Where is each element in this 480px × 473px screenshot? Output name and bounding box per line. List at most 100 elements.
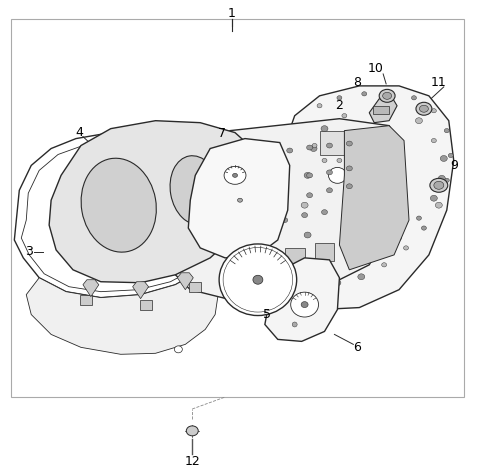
Ellipse shape [322,210,327,215]
Ellipse shape [374,252,381,258]
Bar [205,215,233,237]
Bar [285,248,305,266]
Polygon shape [339,126,409,270]
Ellipse shape [358,274,365,280]
Ellipse shape [313,278,318,282]
Ellipse shape [292,322,297,327]
Ellipse shape [347,141,352,146]
Ellipse shape [420,105,428,112]
Polygon shape [178,273,193,289]
Ellipse shape [304,172,311,178]
Ellipse shape [296,267,303,273]
Ellipse shape [440,156,447,161]
Ellipse shape [267,153,273,158]
Ellipse shape [287,148,293,153]
Text: 12: 12 [184,455,200,468]
Text: 2: 2 [336,99,343,112]
Bar [320,131,364,156]
Text: 6: 6 [353,341,361,354]
Ellipse shape [444,178,449,183]
Ellipse shape [238,198,242,202]
Polygon shape [153,156,195,245]
Ellipse shape [282,218,288,223]
Ellipse shape [416,102,432,115]
Polygon shape [26,268,218,354]
Ellipse shape [416,118,422,123]
Ellipse shape [307,173,312,178]
Text: 9: 9 [450,159,457,172]
Text: 1: 1 [228,7,236,20]
Ellipse shape [336,138,343,143]
Bar [80,295,92,305]
Ellipse shape [223,247,293,312]
Ellipse shape [232,174,238,177]
Ellipse shape [386,91,392,95]
Bar [189,282,201,292]
Ellipse shape [404,246,408,250]
Ellipse shape [432,139,436,143]
Ellipse shape [301,213,308,218]
Ellipse shape [186,426,198,436]
Ellipse shape [326,143,333,148]
Ellipse shape [372,143,377,148]
Ellipse shape [307,193,312,198]
Text: 7: 7 [218,127,226,140]
Text: 11: 11 [431,77,447,89]
Bar [222,208,250,230]
Ellipse shape [301,202,308,208]
Ellipse shape [174,346,182,353]
Ellipse shape [291,292,319,317]
Text: 5: 5 [263,308,271,321]
Ellipse shape [347,166,352,171]
Ellipse shape [321,126,328,131]
Ellipse shape [382,263,386,267]
Ellipse shape [448,153,453,158]
Ellipse shape [170,156,220,225]
Ellipse shape [310,146,317,151]
Ellipse shape [219,244,297,315]
Ellipse shape [352,263,357,267]
Ellipse shape [421,226,426,230]
Ellipse shape [396,236,402,240]
Ellipse shape [329,268,334,272]
Ellipse shape [81,158,156,252]
Polygon shape [170,119,399,299]
Text: 8: 8 [353,77,361,89]
Bar [314,243,335,261]
Bar [373,106,389,114]
Ellipse shape [431,195,437,201]
Ellipse shape [317,104,322,108]
Text: 10: 10 [367,62,383,76]
Ellipse shape [224,166,246,184]
Ellipse shape [379,89,395,102]
Ellipse shape [435,202,442,208]
Ellipse shape [342,114,347,118]
Ellipse shape [430,178,448,192]
Ellipse shape [312,143,317,148]
Polygon shape [49,121,260,283]
Polygon shape [188,139,290,258]
Ellipse shape [417,216,421,220]
Ellipse shape [432,109,436,113]
Ellipse shape [444,129,449,133]
Ellipse shape [326,188,333,193]
Ellipse shape [334,280,341,286]
Ellipse shape [438,175,445,181]
Ellipse shape [304,232,311,238]
Ellipse shape [434,181,444,189]
Ellipse shape [307,145,312,150]
Ellipse shape [322,158,327,163]
Ellipse shape [337,158,342,163]
Ellipse shape [337,96,342,100]
Polygon shape [285,86,454,309]
Ellipse shape [309,260,314,264]
Bar [12,19,464,397]
Polygon shape [369,96,397,123]
Ellipse shape [383,92,392,99]
Bar [255,255,275,273]
Polygon shape [83,280,99,297]
Text: 4: 4 [75,126,83,139]
Ellipse shape [367,129,372,133]
Bar [222,158,250,180]
Ellipse shape [328,167,347,184]
